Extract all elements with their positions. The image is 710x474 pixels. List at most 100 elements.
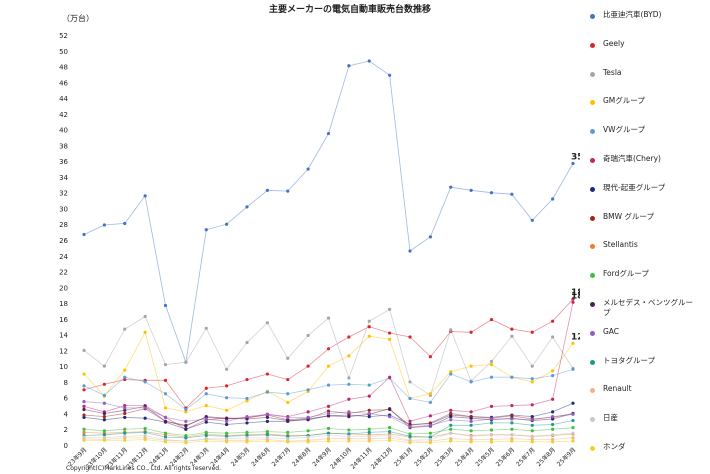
data-point [184,419,188,423]
data-point [367,415,371,419]
data-point [286,437,290,441]
data-point [510,427,514,431]
legend-item: Tesla [588,68,706,96]
data-point [367,334,371,338]
legend-label: Renault [603,384,632,394]
data-point [571,297,575,301]
data-point [225,434,229,438]
legend-marker [590,359,595,365]
y-tick-label: 48 [59,64,68,72]
data-point [265,439,269,443]
data-point [551,433,555,437]
data-point [326,437,331,441]
data-point [530,415,534,419]
data-point [347,397,351,401]
data-point [469,380,473,384]
data-point [510,375,514,379]
x-tick-label: 25年2月 [413,446,435,468]
legend-marker [590,100,595,106]
data-point [367,430,371,434]
data-point [530,434,534,438]
legend-marker [590,388,595,394]
data-point [449,372,453,376]
data-point [82,427,86,431]
data-point [184,441,188,445]
data-point [245,436,249,440]
data-point [123,438,127,442]
data-point [367,427,371,431]
data-point [306,167,310,171]
data-point [306,440,310,444]
data-point [347,437,351,441]
data-label: 35.7 [571,153,580,163]
data-point [510,439,514,443]
data-point [469,410,473,414]
y-tick-label: 36 [59,158,68,166]
data-point [225,384,229,388]
y-tick-label: 16 [59,316,68,324]
data-point [469,437,473,442]
data-point [530,437,534,442]
data-point [143,430,147,434]
data-point [408,335,412,339]
data-point [571,436,575,440]
legend-marker [590,330,595,336]
data-point [82,384,86,388]
data-point [204,417,208,421]
data-point [326,131,331,136]
data-point [123,368,127,372]
data-point [123,411,127,416]
legend-label: BMW グループ [603,211,654,221]
data-point [449,431,453,435]
data-point [469,416,473,420]
data-point [225,396,229,400]
data-point [408,438,412,442]
data-point [551,415,555,419]
legend-label: Geely [603,38,625,48]
legend-marker [590,14,595,19]
data-point [163,431,168,435]
data-point [265,412,269,416]
legend-marker [590,302,595,307]
data-point [225,416,229,420]
chart: 主要メーカーの電気自動車販売台数推移 （万台） Copyright(C)Mark… [59,3,580,472]
data-point [102,411,106,416]
data-point [163,378,168,382]
data-point [184,360,188,364]
data-point [204,433,208,438]
data-point [143,380,147,384]
y-tick-label: 20 [59,284,68,292]
data-point [143,406,147,410]
data-point [143,416,147,420]
data-point [428,437,432,442]
data-point [449,328,453,332]
data-point [245,396,249,401]
data-point [143,437,147,442]
data-point [551,319,555,323]
data-point [163,437,168,442]
data-point [367,59,371,63]
data-point [510,403,514,408]
data-point [306,388,310,392]
legend-item: 現代-起亜グループ [588,183,706,211]
data-point [551,410,555,414]
data-point [510,417,514,421]
x-tick-label: 25年3月 [433,446,455,468]
y-tick-label: 22 [59,269,68,277]
data-point [510,433,514,437]
data-point [469,423,473,427]
data-point [551,440,555,444]
data-point [204,228,208,232]
x-tick-label: 25年4月 [453,446,475,468]
data-point [347,335,351,339]
data-point [326,347,331,351]
data-point [102,429,106,433]
data-point [204,430,208,434]
legend-label: 日産 [603,413,618,423]
y-tick-label: 24 [59,253,68,261]
data-point [530,364,534,368]
data-point [286,189,290,193]
x-tick-label: 25年1月 [392,446,414,468]
data-point [245,440,249,444]
data-point [184,407,188,412]
